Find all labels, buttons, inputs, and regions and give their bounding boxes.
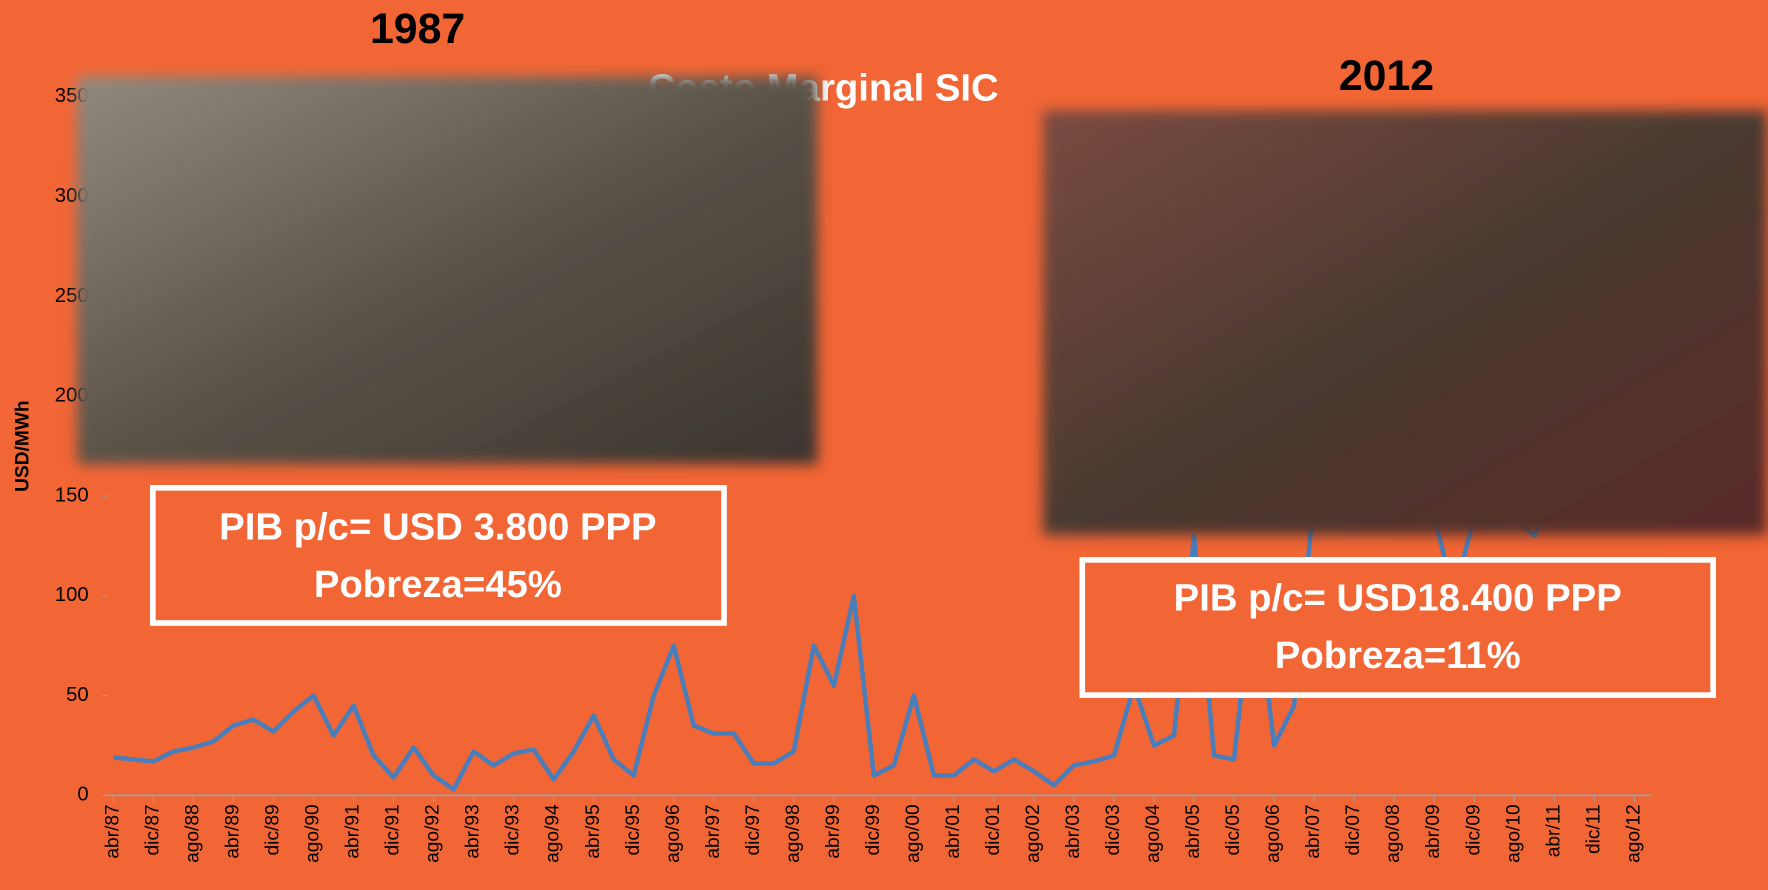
x-tick-label: dic/89 bbox=[263, 804, 284, 855]
x-tick-label: abr/95 bbox=[583, 804, 604, 858]
x-tick-label: ago/96 bbox=[663, 804, 684, 863]
x-tick-label: abr/03 bbox=[1063, 804, 1084, 858]
x-tick-label: dic/03 bbox=[1103, 804, 1124, 855]
x-tick-label: ago/12 bbox=[1623, 804, 1644, 863]
y-axis-label: USD/MWh bbox=[12, 400, 33, 491]
x-tick-label: abr/05 bbox=[1183, 804, 1204, 858]
x-tick-label: ago/88 bbox=[183, 804, 204, 863]
x-tick-label: ago/10 bbox=[1503, 804, 1524, 863]
year-label: 1987 bbox=[370, 5, 465, 53]
x-tick-label: ago/06 bbox=[1263, 804, 1284, 863]
x-tick-label: abr/99 bbox=[823, 804, 844, 858]
photo-1987 bbox=[77, 76, 818, 465]
year-label: 2012 bbox=[1339, 52, 1434, 100]
caption: PIB p/c= USD 3.800 PPP bbox=[219, 506, 656, 549]
x-tick-label: dic/95 bbox=[623, 804, 644, 855]
x-tick-label: ago/00 bbox=[903, 804, 924, 863]
x-tick-label: ago/04 bbox=[1143, 804, 1164, 863]
x-tick-label: dic/97 bbox=[743, 804, 764, 855]
x-tick-label: ago/08 bbox=[1383, 804, 1404, 863]
x-tick-label: ago/92 bbox=[423, 804, 444, 863]
x-tick-label: abr/11 bbox=[1543, 804, 1564, 857]
caption: Pobreza=45% bbox=[314, 563, 562, 606]
x-tick-label: ago/94 bbox=[543, 804, 564, 863]
caption: PIB p/c= USD18.400 PPP bbox=[1174, 577, 1622, 620]
x-tick-label: dic/07 bbox=[1343, 804, 1364, 855]
y-tick-label: 0 bbox=[77, 784, 88, 806]
caption: Pobreza=11% bbox=[1275, 634, 1521, 677]
x-tick-label: ago/02 bbox=[1023, 804, 1044, 863]
y-tick-label: 50 bbox=[66, 684, 89, 706]
x-tick-label: ago/98 bbox=[783, 804, 804, 863]
y-tick-label: 100 bbox=[55, 584, 89, 606]
photo-2012 bbox=[1042, 110, 1768, 536]
x-tick-label: dic/11 bbox=[1583, 804, 1604, 854]
x-tick-label: dic/87 bbox=[143, 804, 164, 855]
y-tick-label: 150 bbox=[55, 484, 89, 506]
x-tick-label: abr/07 bbox=[1303, 804, 1324, 858]
x-tick-label: abr/01 bbox=[943, 804, 964, 858]
x-tick-label: dic/05 bbox=[1223, 804, 1244, 855]
caption-box bbox=[150, 484, 727, 626]
x-tick-label: abr/93 bbox=[463, 804, 484, 858]
x-tick-label: dic/01 bbox=[983, 804, 1004, 855]
x-tick-label: abr/87 bbox=[102, 804, 123, 858]
x-tick-label: dic/09 bbox=[1463, 804, 1484, 855]
x-tick-label: abr/09 bbox=[1423, 804, 1444, 858]
x-tick-label: abr/91 bbox=[343, 804, 364, 858]
x-tick-label: abr/89 bbox=[223, 804, 244, 858]
x-tick-label: ago/90 bbox=[303, 804, 324, 863]
x-tick-label: dic/99 bbox=[863, 804, 884, 855]
caption-box bbox=[1079, 557, 1716, 698]
x-tick-label: dic/91 bbox=[383, 804, 404, 855]
x-tick-label: dic/93 bbox=[503, 804, 524, 855]
x-tick-label: abr/97 bbox=[703, 804, 724, 858]
